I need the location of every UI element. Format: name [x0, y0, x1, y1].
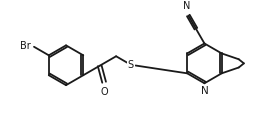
Text: S: S — [128, 60, 134, 70]
Text: N: N — [183, 1, 190, 11]
Text: Br: Br — [20, 41, 31, 51]
Text: N: N — [201, 86, 208, 96]
Text: O: O — [100, 87, 108, 97]
